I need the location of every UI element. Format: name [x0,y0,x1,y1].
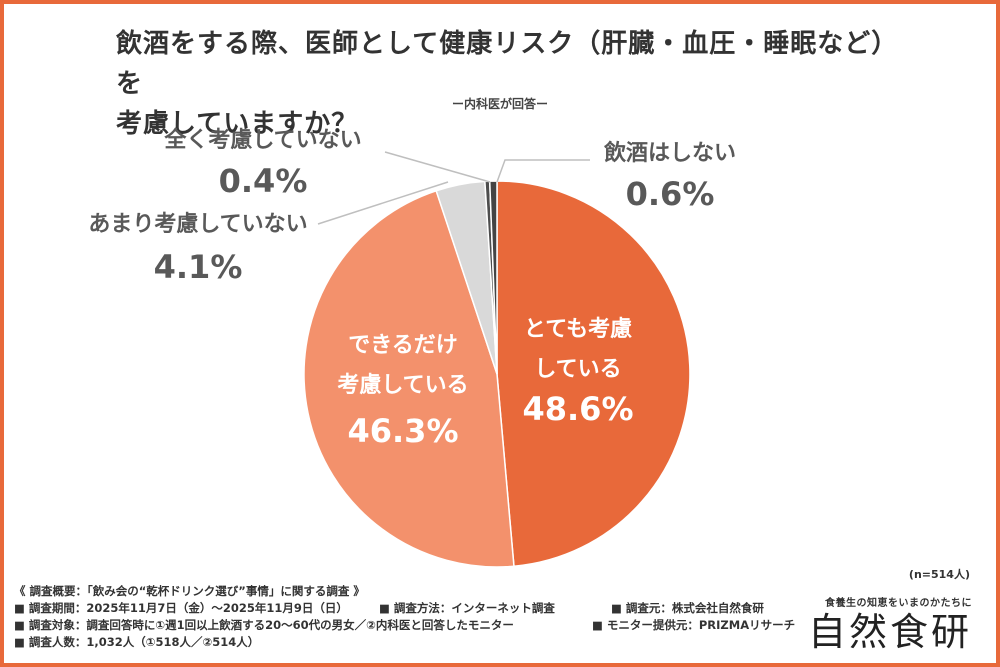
slice-3-value-label: 4.1% [154,248,243,286]
survey-heading: 《 調査概要：「飲み会の“乾杯ドリンク選び”事情」に関する調査 》 [14,584,365,598]
survey-period: ■ 調査期間：2025年11月7日（金）〜2025年11月9日（日） [14,601,348,615]
survey-target: ■ 調査対象：調査回答時に①週1回以上飲酒する20〜60代の男女／②内科医と回答… [14,618,514,632]
brand-tagline: 食養生の知恵をいまのかたちに [825,598,972,609]
slice-3-leader-line [317,181,449,225]
slice-1-value-label: 48.6% [522,390,633,428]
slice-1-wedge [496,180,691,568]
title-line-2: 考慮していますか？ [116,109,359,139]
survey-provider: ■ モニター提供元：PRIZMAリサーチ [592,618,796,632]
slice-4-label-line-1: 全く考慮していない [163,127,361,153]
slice-2-label-line-2: 考慮している [337,373,468,398]
chart-title: 飲酒をする際、医師として健康リスク（肝臓・血圧・睡眠など）を 考慮していますか？ [116,24,916,144]
survey-method: ■ 調査方法：インターネット調査 [379,601,555,615]
chart-subtitle: ー内科医が回答ー [451,97,548,111]
title-line-1: 飲酒をする際、医師として健康リスク（肝臓・血圧・睡眠など）を [116,29,899,99]
slice-1-label-line-2: している [534,357,621,382]
slice-3-label-line-1: あまり考慮していない [88,212,307,237]
survey-source: ■ 調査元：株式会社自然食研 [611,601,764,615]
slice-2-label-line-1: できるだけ [348,333,458,358]
survey-summary: 《 調査概要：「飲み会の“乾杯ドリンク選び”事情」に関する調査 》 ■ 調査期間… [14,583,814,651]
slice-4-value-label: 0.4% [219,162,308,200]
slice-2-value-label: 46.3% [347,412,458,450]
slice-5-leader-line [496,159,590,183]
slice-2-wedge [303,189,515,568]
survey-count: ■ 調査人数：1,032人（①518人／②514人） [14,635,260,649]
slice-5-label-line-1: 飲酒はしない [603,140,736,166]
sample-size: (n=514人) [908,568,970,581]
slice-4-leader-line [384,151,491,183]
brand-logo: 自然食研 [807,610,972,654]
slice-1-label-line-1: とても考慮 [524,317,632,342]
slice-5-value-label: 0.6% [626,175,715,213]
